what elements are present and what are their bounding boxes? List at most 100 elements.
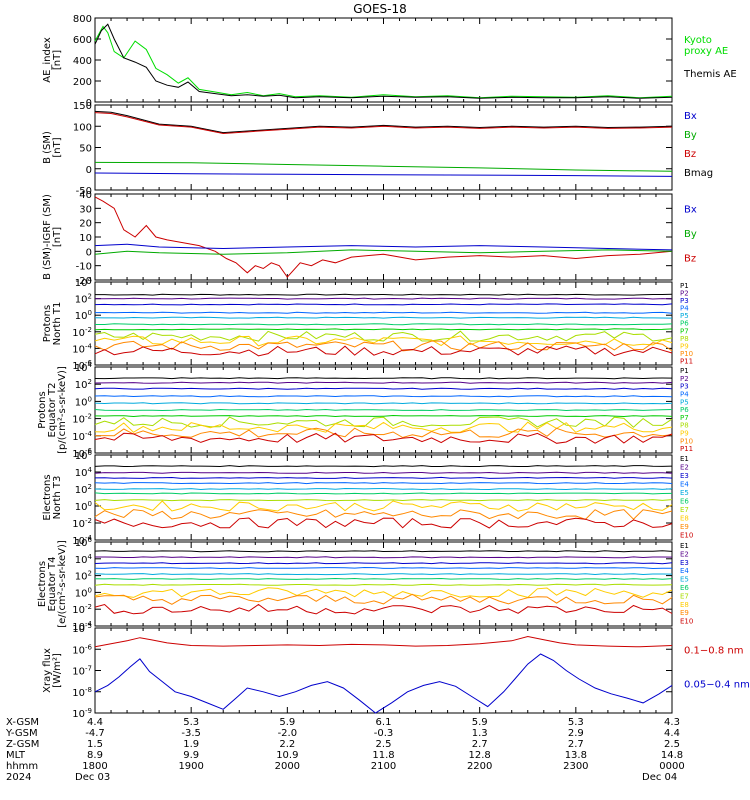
legend-entry: E9: [680, 523, 689, 531]
legend-entry: E10: [680, 618, 693, 626]
channel-line: [94, 311, 673, 314]
channel-line: [94, 427, 673, 439]
y-tick-label: 10-4: [72, 430, 92, 443]
legend-entry: Bz: [684, 254, 696, 265]
channel-line: [94, 471, 673, 474]
legend-entry: P10: [680, 350, 693, 358]
y-axis-label: B (SM): [42, 131, 53, 164]
legend-entry: P4: [680, 305, 689, 313]
footer-value: 2.5: [376, 739, 392, 750]
footer-value: 2100: [371, 761, 396, 772]
footer-value: 10.9: [276, 750, 298, 761]
y-axis-label: Equator T2: [47, 383, 58, 438]
legend-entry: P11: [680, 445, 693, 453]
y-tick-label: 10-9: [72, 707, 92, 720]
legend-entry: P7: [680, 414, 689, 422]
legend-entry: P6: [680, 320, 689, 328]
y-tick-label: 0: [86, 247, 92, 258]
footer-value: 2200: [467, 761, 492, 772]
footer-row-label: Z-GSM: [6, 739, 39, 750]
y-tick-label: 10-5: [72, 622, 92, 635]
y-tick-label: 10-4: [72, 620, 92, 633]
y-axis-label: Protons: [42, 305, 53, 342]
panel-frame: [94, 17, 673, 103]
legend-entry: 0.1−0.8 nm: [684, 646, 743, 657]
legend-entry: E7: [680, 506, 689, 514]
panel-bdiff: -20 -10 0 10 20 30 40 B (SM)-IGRF (SM) [nT] Bx By B…: [42, 190, 697, 287]
y-axis-label: [nT]: [52, 227, 63, 247]
footer-value: 0000: [659, 761, 684, 772]
footer-value: 1.3: [472, 728, 488, 739]
footer-row-label: hhmm: [6, 761, 38, 772]
legend-entry: E5: [680, 576, 689, 584]
channel-line: [94, 316, 673, 319]
y-tick-label: 104: [75, 466, 93, 479]
footer-value: 2.2: [279, 739, 295, 750]
panel-frame: [94, 454, 673, 541]
y-tick-label: 0: [86, 165, 92, 176]
legend-entry: P8: [680, 335, 689, 343]
channel-line: [95, 293, 673, 296]
y-tick-label: 102: [75, 483, 92, 496]
legend-entry: E2: [680, 550, 689, 558]
channel-line: [94, 500, 673, 512]
legend-entry: Bz: [684, 149, 696, 160]
footer-value: 8.9: [87, 750, 103, 761]
y-tick-label: 100: [75, 586, 92, 599]
channel-line: [94, 517, 673, 529]
footer-value: 2.5: [664, 739, 680, 750]
panel-b: -50 0 50 100 150 B (SM) [nT] Bx By Bz Bmag: [42, 101, 713, 197]
series-line: [94, 112, 673, 135]
y-tick-label: 104: [75, 276, 93, 289]
footer-value: 14.8: [661, 750, 683, 761]
channel-line: [94, 492, 673, 495]
y-tick-label: 106: [75, 536, 93, 549]
y-tick-label: 10-6: [72, 447, 92, 460]
y-tick-label: 10-2: [72, 517, 92, 530]
series-line: [94, 161, 673, 172]
legend-entry: Bmag: [684, 168, 713, 179]
chart-title: GOES-18: [353, 2, 407, 16]
footer-value: Dec 03: [75, 772, 110, 783]
channel-line: [94, 421, 673, 433]
y-axis-label: [p/(cm²-s-sr-keV)]: [57, 366, 68, 454]
y-axis-label: [W/m²]: [52, 653, 63, 688]
y-axis-label: [nT]: [52, 50, 63, 70]
y-tick-label: 20: [79, 219, 92, 230]
panel-frame: [94, 193, 673, 281]
y-tick-label: 400: [73, 56, 92, 67]
footer-value: 4.3: [664, 717, 680, 728]
channel-line: [94, 550, 673, 553]
y-tick-label: 102: [75, 293, 92, 306]
y-tick-label: -20: [76, 276, 92, 287]
series-line: [94, 23, 673, 99]
channel-line: [94, 345, 673, 357]
footer-value: 2000: [275, 761, 300, 772]
channel-line: [94, 416, 673, 428]
y-tick-label: 0: [86, 98, 92, 109]
channel-line: [94, 381, 673, 384]
legend-entry: P7: [680, 327, 689, 335]
channel-line: [94, 432, 673, 444]
channel-line: [94, 577, 673, 580]
y-tick-label: 100: [73, 122, 92, 133]
legend-entry: P2: [680, 290, 689, 298]
y-tick-label: 102: [75, 378, 92, 391]
legend-entry: E2: [680, 464, 689, 472]
channel-line: [95, 323, 673, 326]
legend-entry: E4: [680, 481, 689, 489]
footer-value: 6.1: [376, 717, 392, 728]
channel-line: [94, 330, 673, 342]
legend-entry: P3: [680, 383, 689, 391]
panel-xray: 10-9 10-8 10-7 10-6 10-5 Xray flux [W/m²] 0.1−0…: [42, 622, 750, 720]
channel-line: [94, 583, 673, 586]
y-tick-label: 10-7: [72, 665, 92, 678]
y-tick-label: 200: [73, 77, 92, 88]
channel-line: [94, 387, 673, 390]
footer-value: -0.3: [374, 728, 394, 739]
legend-entry: E3: [680, 559, 689, 567]
y-tick-label: 10-8: [72, 686, 92, 699]
y-tick-label: 100: [75, 309, 92, 322]
